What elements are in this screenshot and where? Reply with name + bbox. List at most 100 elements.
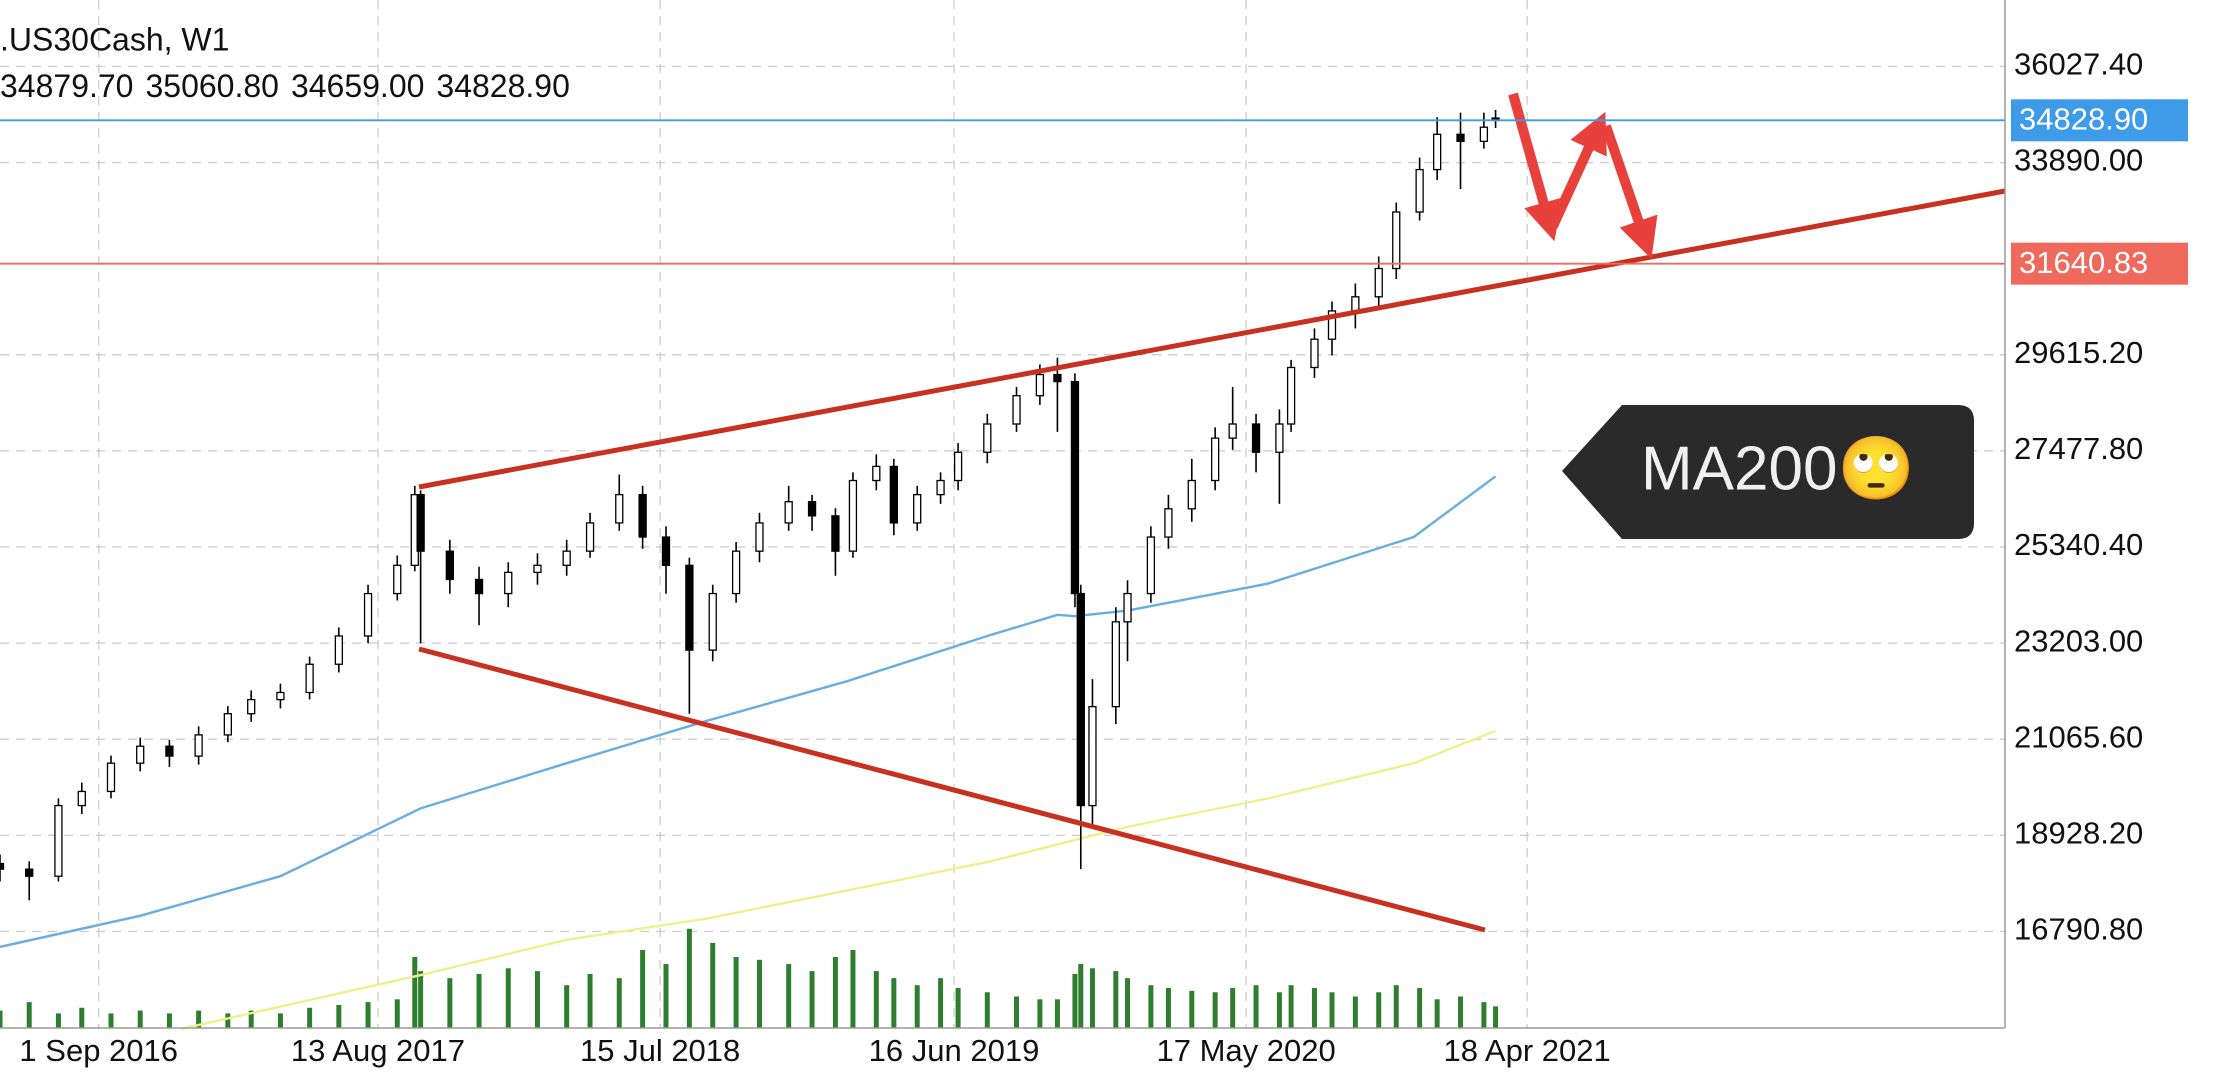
volume-bar — [955, 988, 961, 1028]
volume-bar — [55, 1013, 61, 1028]
volume-bar — [277, 1013, 283, 1028]
volume-bar — [336, 1004, 342, 1028]
volume-bar — [1189, 990, 1195, 1028]
candle-body — [223, 713, 232, 736]
volume-bar — [1329, 992, 1335, 1028]
candle-body — [474, 578, 484, 595]
candle-body — [533, 564, 542, 574]
volume-bar — [891, 978, 897, 1028]
candle-body — [831, 515, 840, 552]
candle-body — [1286, 366, 1296, 425]
volume-bar — [196, 1010, 202, 1028]
trend-line-lower — [418, 646, 1486, 933]
volume-layer — [0, 928, 1499, 1028]
y-tick-label: 29615.20 — [2014, 335, 2143, 370]
volume-bar — [587, 973, 593, 1028]
volume-bar — [1481, 1002, 1487, 1028]
candle-body — [276, 691, 285, 701]
x-tick-label: 15 Jul 2018 — [580, 1033, 740, 1068]
candle-body — [784, 501, 793, 524]
ohlc-value: 34659.00 — [291, 68, 424, 104]
volume-bar — [850, 949, 856, 1028]
volume-bar — [1072, 973, 1078, 1028]
volume-bar — [1288, 985, 1294, 1028]
candle-body — [1111, 621, 1120, 708]
candle-body — [1164, 508, 1173, 538]
candle-body — [562, 550, 571, 566]
volume-bar — [1393, 985, 1399, 1028]
symbol-title: .US30Cash, W1 — [0, 21, 229, 57]
volume-bar — [640, 949, 646, 1028]
volume-bar — [1014, 996, 1020, 1028]
ohlc-value: 34879.70 — [0, 68, 133, 104]
volume-bar — [832, 957, 838, 1028]
candle-body — [585, 522, 595, 552]
y-tick-label: 33890.00 — [2014, 143, 2143, 178]
candle-body — [334, 635, 343, 665]
candle-body — [106, 762, 116, 793]
volume-bar — [394, 999, 400, 1028]
volume-bar — [1089, 968, 1095, 1028]
y-tick-label: 23203.00 — [2014, 623, 2143, 658]
volume-bar — [476, 973, 482, 1028]
candle-body — [1123, 592, 1132, 623]
candle-body — [25, 868, 34, 877]
candle-body — [638, 493, 647, 538]
candle-body — [1310, 338, 1319, 369]
candle-body — [1088, 706, 1097, 807]
arrow — [1601, 124, 1658, 259]
candle-body — [1251, 423, 1261, 453]
volume-bar — [418, 971, 424, 1028]
ohlc-header: 34879.70 35060.80 34659.00 34828.90 — [0, 68, 570, 104]
volume-bar — [447, 978, 453, 1028]
candle-body — [1433, 133, 1442, 171]
callout-box — [1562, 405, 1974, 539]
volume-bar — [505, 968, 511, 1028]
candle-body — [247, 698, 256, 715]
volume-bar — [984, 992, 990, 1028]
volume-bar — [79, 1007, 85, 1028]
price-label: 34828.90 — [2019, 102, 2148, 137]
volume-bar — [307, 1007, 313, 1028]
volume-bar — [564, 985, 570, 1028]
volume-bar — [1417, 988, 1423, 1028]
volume-bar — [412, 957, 418, 1028]
moving-average — [0, 475, 1497, 949]
volume-bar — [1125, 978, 1131, 1028]
candle-layer — [0, 109, 1500, 901]
volume-bar — [914, 985, 920, 1028]
candle-body — [807, 501, 817, 517]
volume-bar — [873, 971, 879, 1028]
candle-body — [1456, 133, 1465, 143]
candle-body — [1053, 373, 1062, 383]
candle-body — [1374, 267, 1383, 298]
volume-bar — [108, 1013, 114, 1028]
candle-body — [77, 790, 86, 807]
volume-bar — [1148, 985, 1154, 1028]
x-tick-label: 16 Jun 2019 — [869, 1033, 1040, 1068]
arrow — [1508, 92, 1563, 242]
volume-bar — [1078, 964, 1084, 1028]
x-tick-label: 13 Aug 2017 — [291, 1033, 465, 1068]
candle-body — [1146, 536, 1156, 595]
ohlc-value: 34828.90 — [436, 68, 569, 104]
price-label-box — [2011, 99, 2188, 142]
volume-bar — [1352, 996, 1358, 1028]
volume-bar — [26, 1002, 32, 1028]
ohlc-value: 35060.80 — [145, 68, 278, 104]
arrow — [1548, 111, 1607, 229]
volume-bar — [1458, 996, 1464, 1028]
y-tick-label: 21065.60 — [2014, 719, 2143, 754]
candle-body — [1228, 423, 1237, 439]
candle-body — [393, 564, 402, 595]
volume-bar — [137, 1010, 143, 1028]
candle-body — [661, 536, 671, 566]
x-tick-label: 18 Apr 2021 — [1444, 1033, 1611, 1068]
candle-body — [848, 479, 858, 552]
x-tick-label: 1 Sep 2016 — [19, 1033, 178, 1068]
volume-bar — [1037, 999, 1043, 1028]
volume-bar — [616, 978, 622, 1028]
candle-body — [136, 745, 145, 764]
